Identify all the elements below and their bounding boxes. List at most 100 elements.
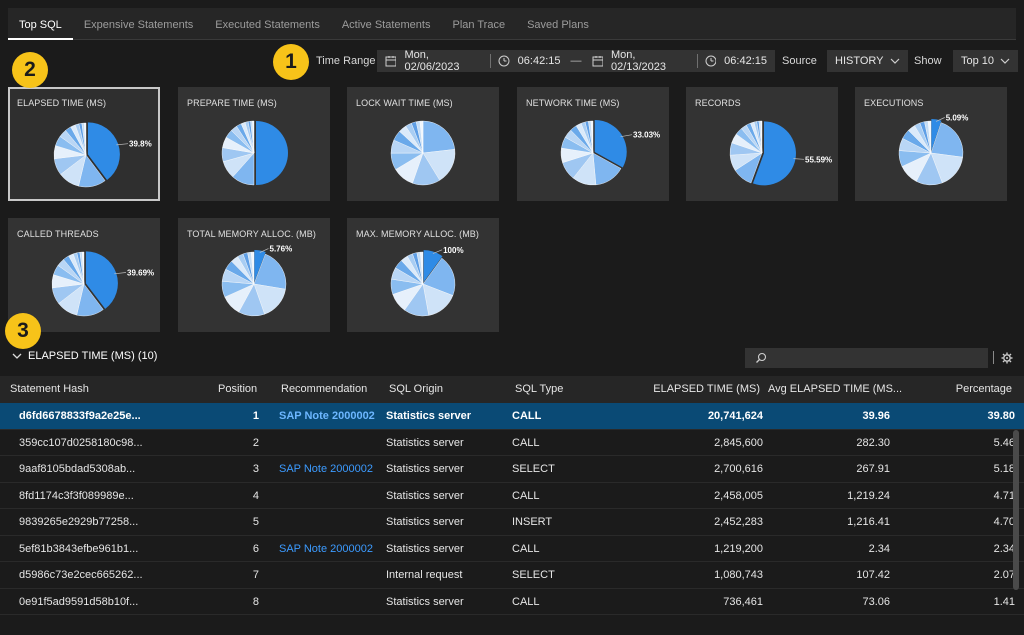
card-title: NETWORK TIME (MS)	[526, 98, 620, 108]
card-title: ELAPSED TIME (MS)	[17, 98, 107, 108]
source-value[interactable]: HISTORY	[835, 55, 884, 67]
chevron-down-icon[interactable]	[890, 58, 900, 64]
cell-recommendation[interactable]: SAP Note 2000002	[279, 463, 373, 475]
metric-card-network-time-ms[interactable]: NETWORK TIME (MS) 33.03%	[517, 87, 669, 201]
table-row[interactable]: 8fd1174c3f3f089989e... 4 Statistics server…	[0, 483, 1024, 509]
pie-slice	[594, 119, 627, 168]
pie-chart: 39.69%	[51, 251, 154, 317]
metric-card-max-memory-alloc-mb[interactable]: MAX. MEMORY ALLOC. (MB) 100%	[347, 218, 499, 332]
section-title: ELAPSED TIME (MS) (10)	[28, 350, 158, 362]
cell-avg-elapsed-time: 2.34	[868, 542, 890, 555]
table-row[interactable]: 0e91f5ad9591d58b10f... 8 Statistics server…	[0, 589, 1024, 615]
pie-slice	[81, 251, 85, 285]
cell-statement-hash: 5ef81b3843efbe961b1...	[19, 542, 139, 555]
column-header-percentage[interactable]: Percentage	[955, 383, 1012, 395]
pie-percent-label: 100%	[443, 246, 463, 255]
tab-saved-plans[interactable]: Saved Plans	[527, 18, 589, 31]
pie-label-leader	[432, 249, 443, 254]
column-header-sql-origin[interactable]: SQL Origin	[389, 383, 444, 395]
cell-avg-elapsed-time: 107.42	[856, 569, 890, 581]
pie-slice	[83, 122, 87, 156]
cell-sql-type: CALL	[512, 489, 540, 502]
tab-active-statements[interactable]: Active Statements	[341, 18, 431, 31]
range-dash: —	[570, 55, 582, 67]
table-row[interactable]: 359cc107d0258180c98... 2 Statistics server…	[0, 430, 1024, 456]
end-date[interactable]: Mon, 02/13/2023	[610, 49, 667, 73]
column-header-elapsed-time[interactable]: ELAPSED TIME (MS)	[653, 383, 760, 395]
pie-slice	[253, 253, 287, 290]
pie-chart: 5.09%	[898, 114, 968, 186]
cell-statement-hash: d5986c73e2cec665262...	[19, 569, 143, 581]
start-time[interactable]: 06:42:15	[517, 55, 561, 67]
cell-statement-hash: d6fd6678833f9a2e25e...	[19, 410, 141, 422]
column-header-statement-hash[interactable]: Statement Hash	[10, 383, 89, 395]
cell-sql-origin: Statistics server	[386, 489, 464, 502]
table-row[interactable]: 9839265e2929b77258... 5 Statistics server I…	[0, 509, 1024, 536]
tab-executed-statements[interactable]: Executed Statements	[215, 18, 320, 31]
top-bar: Top SQL Expensive Statements Executed St…	[0, 0, 1024, 42]
calendar-icon[interactable]	[385, 55, 397, 67]
tab-expensive-statements[interactable]: Expensive Statements	[83, 18, 194, 31]
end-time[interactable]: 06:42:15	[724, 55, 767, 67]
cell-avg-elapsed-time: 282.30	[856, 436, 890, 449]
metric-card-elapsed-time-ms[interactable]: ELAPSED TIME (MS) 39.8%	[8, 87, 160, 201]
column-header-sql-type[interactable]: SQL Type	[515, 383, 564, 395]
cell-sql-origin: Internal request	[386, 569, 463, 581]
callout-badge-1: 1	[273, 44, 309, 80]
metric-card-executions[interactable]: EXECUTIONS 5.09%	[855, 87, 1007, 201]
table-row[interactable]: d6fd6678833f9a2e25e... 1 SAP Note 2000002 S…	[0, 403, 1024, 430]
tab-top-sql[interactable]: Top SQL	[8, 8, 73, 40]
column-header-position[interactable]: Position	[218, 383, 258, 395]
cell-recommendation[interactable]: SAP Note 2000002	[279, 410, 375, 422]
show-select[interactable]: Top 10	[953, 50, 1018, 72]
clock-icon[interactable]	[498, 55, 510, 67]
cell-avg-elapsed-time: 1,216.41	[847, 516, 890, 528]
chevron-down-icon[interactable]	[1000, 58, 1010, 64]
source-select[interactable]: HISTORY	[827, 50, 908, 72]
gear-icon[interactable]	[1001, 352, 1013, 364]
table-row[interactable]: d5986c73e2cec665262... 7 Internal request S…	[0, 562, 1024, 589]
pie-percent-label: 5.76%	[270, 245, 293, 254]
metric-card-called-threads[interactable]: CALLED THREADS 39.69%	[8, 218, 160, 332]
cell-avg-elapsed-time: 1,219.24	[847, 489, 890, 502]
chevron-down-icon[interactable]	[12, 353, 22, 360]
date-range-field[interactable]: Mon, 02/06/2023 06:42:15 — Mon, 02/13/20…	[377, 49, 775, 73]
column-header-recommendation[interactable]: Recommendation	[281, 383, 368, 395]
pie-chart: 39.8%	[53, 122, 152, 188]
pie-slice	[420, 251, 424, 285]
metric-card-lock-wait-time-ms[interactable]: LOCK WAIT TIME (MS)	[347, 87, 499, 201]
cell-position: 8	[252, 595, 259, 608]
tab-strip: Top SQL Expensive Statements Executed St…	[8, 8, 1016, 40]
calendar-icon[interactable]	[592, 55, 603, 67]
table-row[interactable]: 9aaf8105bdad5308ab... 3 SAP Note 2000002 St…	[0, 456, 1024, 483]
cell-statement-hash: 359cc107d0258180c98...	[19, 436, 143, 449]
pie-chart	[221, 120, 288, 186]
table-header: Statement Hash Position Recommendation S…	[0, 376, 1024, 403]
pie-slice	[252, 120, 255, 154]
cell-recommendation[interactable]: SAP Note 2000002	[279, 542, 373, 555]
column-header-avg-elapsed-time[interactable]: Avg ELAPSED TIME (MS...	[768, 383, 903, 395]
table-body: d6fd6678833f9a2e25e... 1 SAP Note 2000002 S…	[0, 403, 1024, 615]
metric-card-prepare-time-ms[interactable]: PREPARE TIME (MS)	[178, 87, 330, 201]
start-date[interactable]: Mon, 02/06/2023	[404, 49, 460, 73]
table-row[interactable]: 5ef81b3843efbe961b1... 6 SAP Note 2000002 S…	[0, 536, 1024, 562]
callout-badge-2: 2	[12, 52, 48, 88]
search-input[interactable]	[745, 348, 988, 368]
table-scrollbar[interactable]	[1013, 430, 1019, 590]
cell-avg-elapsed-time: 267.91	[856, 463, 890, 475]
metric-card-records[interactable]: RECORDS 55.59%	[686, 87, 838, 201]
cell-elapsed-time: 20,741,624	[707, 410, 763, 422]
cell-position: 6	[252, 542, 259, 555]
show-value[interactable]: Top 10	[961, 55, 995, 67]
section-header[interactable]: ELAPSED TIME (MS) (10)	[12, 350, 157, 362]
start-datetime[interactable]: Mon, 02/06/2023 06:42:15 — Mon, 02/13/20…	[377, 49, 775, 73]
source-select-wrap[interactable]: HISTORY	[827, 50, 908, 72]
pie-slice	[254, 250, 266, 283]
pie-chart: 5.76%	[221, 245, 293, 317]
source-group: Source	[782, 50, 817, 72]
show-select-wrap[interactable]: Top 10	[953, 50, 1018, 72]
metric-card-total-memory-alloc-mb[interactable]: TOTAL MEMORY ALLOC. (MB) 5.76%	[178, 218, 330, 332]
search-icon	[756, 352, 767, 363]
tab-plan-trace[interactable]: Plan Trace	[452, 18, 506, 31]
clock-icon[interactable]	[705, 55, 717, 67]
